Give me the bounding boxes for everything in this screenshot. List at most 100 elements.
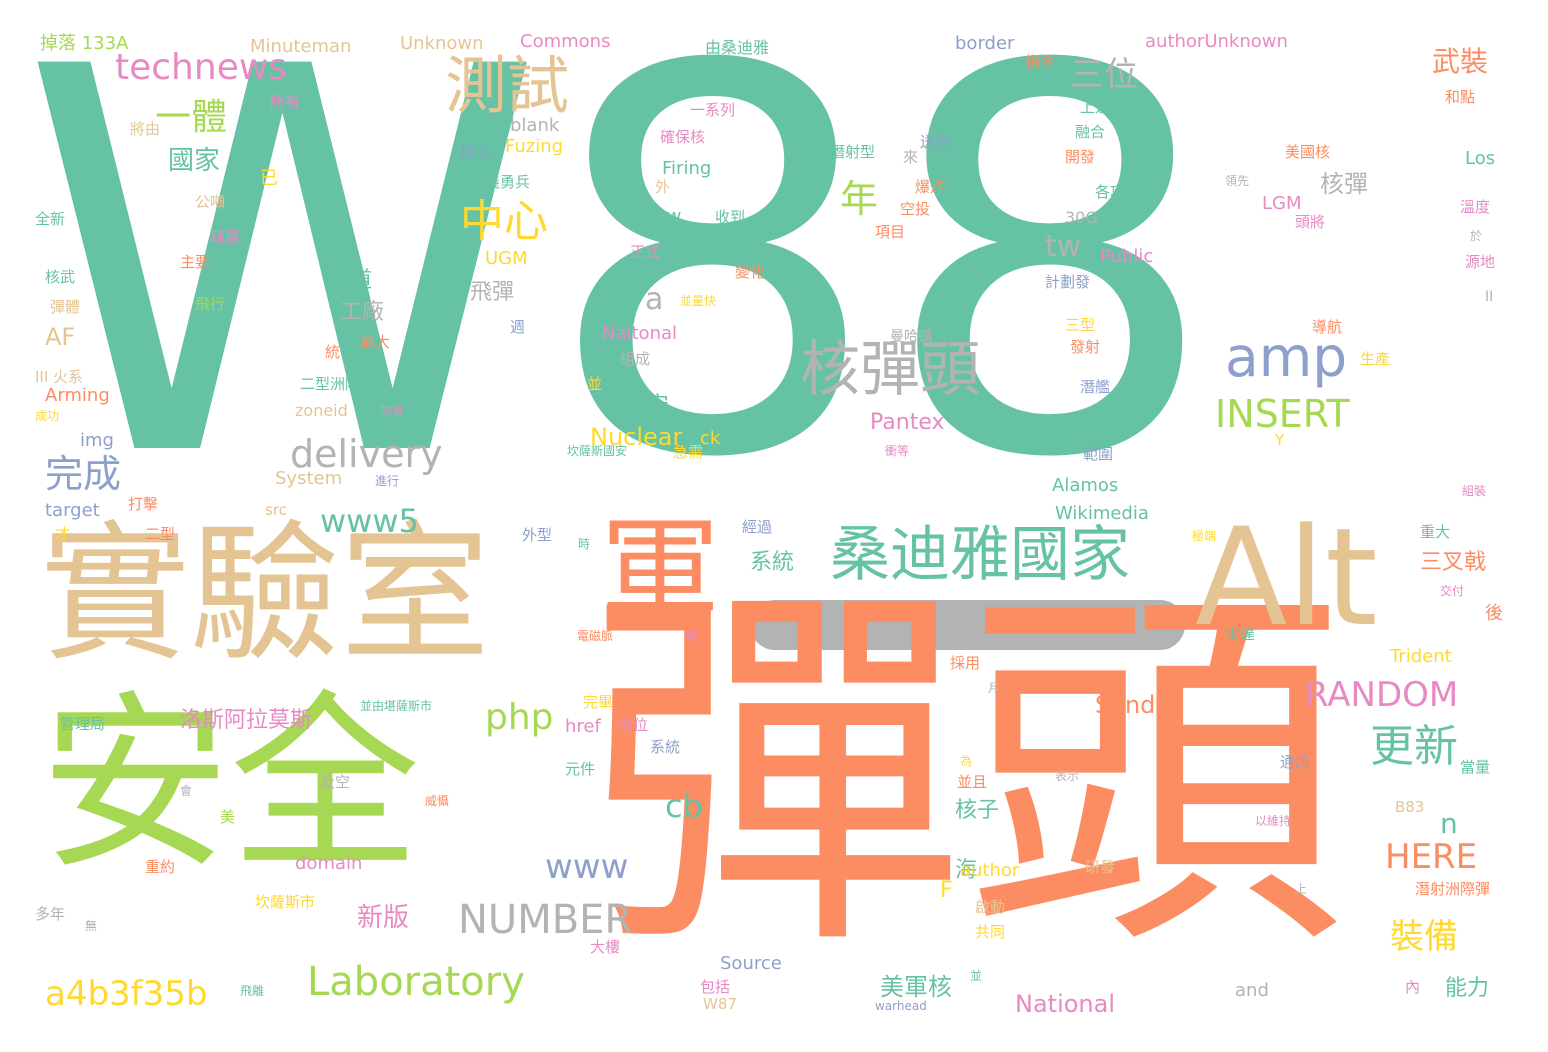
cloud-word: II — [1485, 289, 1494, 305]
cloud-word: 隸屬 — [210, 228, 241, 246]
cloud-word: 正式 — [630, 243, 661, 261]
cloud-word: 重約 — [145, 858, 176, 876]
cloud-word: img — [80, 430, 114, 451]
cloud-word: 完成 — [45, 452, 122, 496]
cloud-word: 急需 — [673, 443, 704, 461]
cloud-word: Firing — [662, 158, 712, 179]
cloud-word: 二型洲際彈 — [300, 375, 376, 393]
cloud-word: 系統 — [750, 550, 795, 575]
cloud-word: Trident — [1390, 646, 1452, 667]
cloud-word: 30G — [1065, 208, 1098, 227]
cloud-word: 時 — [578, 537, 591, 551]
cloud-word: 二型 — [145, 525, 176, 543]
cloud-word: 統 — [325, 343, 341, 361]
cloud-word: III 火系 — [35, 368, 84, 386]
cloud-word: 並量快 — [680, 294, 717, 308]
cloud-word: Laboratory — [307, 959, 525, 1005]
cloud-word: 於 — [1470, 229, 1483, 243]
cloud-word: 各項 — [1095, 183, 1126, 201]
cloud-word: 核彈頭 — [800, 335, 980, 405]
cloud-word: border — [955, 33, 1015, 54]
cloud-word: author — [960, 860, 1020, 881]
cloud-word: 已 — [260, 168, 278, 189]
cloud-word: 成功 — [35, 409, 60, 423]
cloud-word: 曼哈頓 — [890, 329, 932, 345]
cloud-word: 年 — [840, 177, 879, 221]
cloud-word: 管理局 — [60, 715, 106, 733]
cloud-word: 範圍 — [1083, 445, 1114, 463]
cloud-word: Los — [1465, 148, 1496, 169]
cloud-word: amp — [1225, 325, 1348, 389]
cloud-word: 美國核 — [1285, 143, 1331, 161]
cloud-word: 組成 — [620, 350, 651, 368]
cloud-word: 國安 — [625, 393, 670, 418]
cloud-word: 項目 — [875, 223, 906, 241]
cloud-word: 確保核 — [660, 128, 706, 146]
cloud-word: 送到 — [920, 133, 951, 151]
cloud-word: 安全 — [40, 674, 421, 895]
cloud-word: 彈體 — [50, 298, 81, 316]
cloud-word: Public — [1100, 246, 1154, 267]
cloud-word: 威懾 — [425, 794, 450, 808]
cloud-word: 軍 — [600, 505, 720, 644]
cloud-word: 主要 — [180, 253, 211, 271]
cloud-word: 計劃發 — [1045, 273, 1091, 291]
cloud-word: 外型 — [522, 526, 553, 544]
cloud-word: HERE — [1385, 837, 1478, 877]
cloud-word: INSERT — [1215, 392, 1350, 436]
cloud-word: 和點 — [1445, 88, 1476, 106]
cloud-word: 彈頭 — [585, 553, 1345, 996]
cloud-word: 導航 — [1312, 318, 1343, 336]
cloud-word: Triad — [683, 243, 727, 264]
cloud-word: 上週 — [1080, 98, 1111, 116]
cloud-word: 最大 — [360, 333, 391, 351]
cloud-word: 飛彈 — [470, 280, 515, 305]
cloud-word: href — [565, 716, 601, 737]
cloud-word: Unknown — [400, 33, 484, 54]
cloud-word: 完畢 — [583, 693, 614, 711]
cloud-word: 實驗室 — [40, 508, 491, 682]
cloud-word: 由桑迪雅 — [705, 38, 770, 57]
cloud-word: 經過 — [742, 518, 773, 536]
cloud-word: Sandia — [1095, 691, 1177, 719]
cloud-word: 收到 — [715, 208, 746, 226]
cloud-word: 當量 — [1460, 758, 1491, 776]
cloud-word: 以維持 — [1255, 814, 1292, 828]
cloud-word: AF — [45, 323, 76, 351]
cloud-word: 飛行 — [195, 295, 226, 313]
cloud-word: 一體 — [155, 97, 228, 138]
cloud-word: 及空 — [320, 773, 351, 791]
cloud-word: 爆炸 — [915, 178, 946, 196]
cloud-word: 採用 — [950, 654, 981, 672]
cloud-word: 才 — [55, 525, 71, 543]
cloud-word: 上 — [1295, 882, 1308, 896]
cloud-word: authorUnknown — [1145, 31, 1288, 52]
cloud-word: Alt — [1195, 499, 1378, 656]
cloud-word: 為 — [960, 754, 973, 768]
cloud-word: Wikimedia — [1055, 503, 1149, 524]
cloud-word: cb — [665, 787, 703, 825]
cloud-word: 噸 — [685, 629, 698, 643]
cloud-word: Arming — [45, 385, 110, 406]
cloud-word: 中心 — [460, 196, 548, 247]
cloud-word: 國家 — [168, 146, 221, 176]
cloud-word: Pantex — [870, 410, 945, 435]
cloud-word: 重大 — [1420, 523, 1451, 541]
cloud-word: 全新 — [35, 210, 66, 228]
cloud-word: 月 — [988, 681, 1001, 695]
cloud-word: 開發 — [1065, 148, 1096, 166]
cloud-word: Naitonal — [602, 323, 678, 344]
cloud-word: 表示 — [1055, 769, 1080, 783]
cloud-word: Fuzing — [505, 136, 564, 157]
cloud-word: 指令 — [1025, 53, 1056, 71]
cloud-word: 進行 — [375, 474, 400, 488]
cloud-word: 道 — [350, 268, 373, 293]
cloud-word: 雷達 — [1225, 625, 1256, 643]
cloud-word: 會 — [180, 784, 193, 798]
cloud-word: Source — [720, 953, 782, 974]
cloud-word: 研發 — [1085, 858, 1116, 876]
cloud-word: 將由 — [130, 120, 161, 138]
cloud-word: 核心 — [460, 143, 491, 161]
cloud-word: 三型 — [1065, 316, 1096, 334]
cloud-word: 更新 — [1370, 721, 1458, 772]
